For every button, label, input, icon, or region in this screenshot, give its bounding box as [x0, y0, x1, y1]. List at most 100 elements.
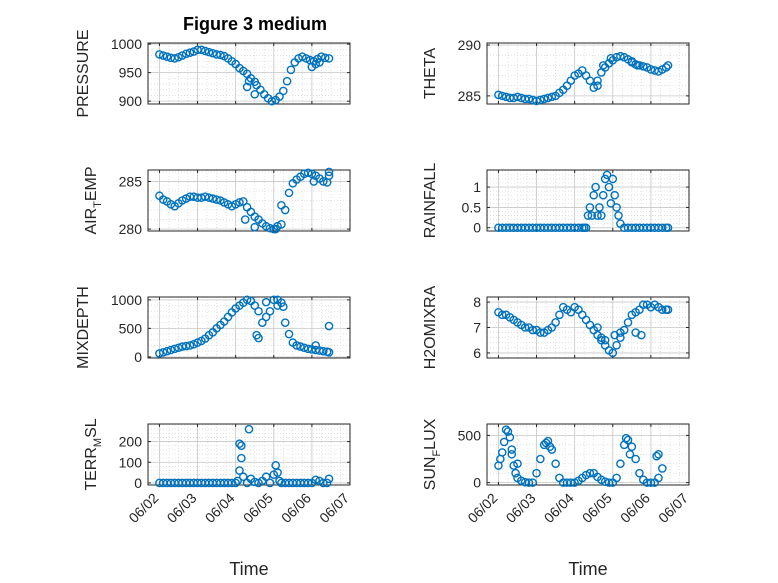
data-point — [625, 449, 635, 459]
data-point — [155, 50, 164, 59]
data-point — [284, 329, 294, 339]
data-point — [551, 318, 560, 327]
data-point — [543, 436, 553, 446]
data-point — [654, 473, 663, 483]
data-point — [627, 442, 637, 451]
y-axis-label: H2OMIXRA — [422, 285, 439, 369]
data-point — [591, 182, 600, 192]
data-point — [638, 300, 648, 309]
data-point — [532, 468, 541, 478]
data-point — [593, 81, 602, 90]
data-point — [170, 54, 179, 63]
y-axis-label: TERRMSL — [83, 418, 104, 490]
data-point — [315, 58, 324, 67]
y-axis-label-rest: EMP — [83, 166, 100, 201]
y-axis-label: MIXDEPTH — [75, 286, 92, 369]
subplot-7: 0 100 200 TERRMSL 06/02 06/03 06/04 06/05 06/06 0… — [83, 418, 352, 579]
axes-background — [148, 43, 350, 104]
data-point — [265, 223, 275, 233]
data-point — [612, 473, 621, 483]
x-axis-label: Time — [568, 559, 607, 579]
data-point — [583, 211, 593, 220]
subplot-5: 0 500 1000 MIXDEPTH — [75, 286, 351, 369]
data-point — [197, 45, 206, 55]
data-point — [250, 301, 260, 310]
data-point — [250, 90, 260, 99]
x-tick-label: 06/07 — [655, 490, 691, 526]
y-axis-label-subscript: T — [92, 201, 104, 208]
y-tick-label: 0 — [473, 475, 481, 491]
data-point — [602, 170, 612, 180]
data-point — [608, 348, 618, 358]
data-point — [286, 65, 296, 75]
y-axis-label-subscript: F — [431, 450, 443, 457]
y-tick-label: 6 — [473, 345, 481, 361]
data-point — [638, 62, 648, 71]
data-point — [505, 432, 515, 442]
x-tick-label: 06/07 — [316, 490, 352, 526]
data-point — [303, 478, 313, 488]
axes-box — [147, 169, 351, 232]
data-point — [507, 449, 517, 459]
data-point — [303, 168, 313, 178]
data-point — [324, 171, 334, 181]
data-point — [279, 302, 288, 311]
y-tick-label: 0 — [134, 475, 142, 491]
y-axis-label: SUNFLUX — [422, 418, 443, 490]
data-point — [585, 203, 595, 212]
axes-box — [486, 42, 690, 105]
x-tick-label: 06/02 — [464, 490, 500, 526]
x-tick-label: 06/05 — [240, 490, 276, 526]
data-point — [658, 305, 667, 315]
data-point — [240, 215, 250, 224]
data-point — [282, 76, 292, 86]
data-point — [520, 323, 530, 332]
data-point — [324, 321, 334, 331]
y-tick-label: 285 — [458, 88, 482, 104]
data-point — [616, 51, 625, 61]
data-point — [497, 448, 507, 457]
y-tick-label: 900 — [119, 93, 143, 109]
data-point — [593, 323, 602, 332]
y-axis-label: PRESSURE — [75, 29, 92, 117]
figure-title: Figure 3 medium — [183, 14, 327, 34]
y-tick-label: 0 — [473, 220, 481, 236]
y-tick-label: 1 — [473, 179, 481, 195]
y-tick-label: 1000 — [111, 292, 142, 308]
data-point — [309, 177, 319, 186]
data-point — [200, 192, 210, 201]
y-tick-label: 100 — [119, 454, 143, 470]
data-point — [296, 342, 305, 351]
data-point — [585, 468, 595, 478]
data-point — [235, 439, 244, 448]
data-point — [208, 194, 218, 203]
data-point — [269, 295, 279, 305]
data-point — [555, 310, 564, 320]
data-point — [517, 476, 526, 486]
data-point — [658, 464, 667, 473]
data-point — [661, 63, 671, 72]
y-axis-label: AIRTEMP — [83, 166, 104, 234]
data-point — [593, 211, 602, 220]
data-point — [524, 94, 534, 104]
data-point — [646, 478, 656, 487]
data-point — [513, 92, 522, 102]
data-point — [322, 478, 332, 488]
data-point — [261, 472, 271, 482]
data-point — [497, 310, 507, 320]
data-point — [324, 167, 334, 177]
axes-box — [147, 42, 351, 105]
data-point — [212, 50, 221, 59]
x-tick-label: 06/04 — [202, 490, 238, 526]
x-tick-label: 06/04 — [541, 490, 577, 526]
data-point — [185, 48, 195, 57]
data-point — [631, 454, 640, 464]
data-point — [608, 174, 618, 184]
data-point — [258, 318, 267, 327]
data-point — [237, 453, 246, 463]
subplot-1: 900 950 1000 PRESSURE — [75, 29, 351, 118]
y-tick-label: 500 — [119, 320, 143, 336]
y-tick-label: 1000 — [111, 36, 142, 52]
data-point — [181, 341, 191, 351]
